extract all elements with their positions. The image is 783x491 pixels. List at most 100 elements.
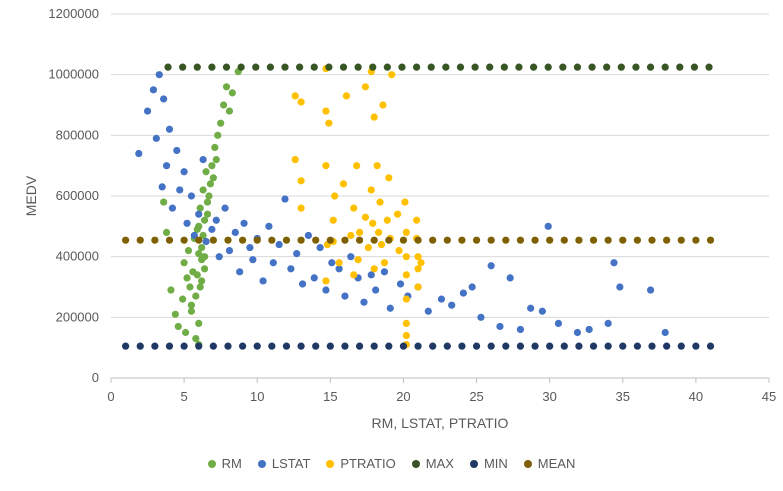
- data-point: [367, 271, 375, 279]
- legend-marker: [326, 459, 335, 468]
- data-point: [472, 236, 481, 244]
- data-point: [136, 236, 144, 244]
- data-point: [393, 210, 402, 218]
- data-point: [369, 63, 377, 71]
- legend-label: RM: [221, 456, 242, 471]
- data-point: [354, 256, 362, 264]
- data-point: [531, 342, 539, 350]
- data-point: [326, 342, 334, 350]
- data-point: [527, 304, 535, 312]
- data-point: [347, 253, 355, 261]
- data-point: [414, 253, 422, 261]
- data-point: [205, 192, 213, 200]
- data-point: [297, 177, 305, 185]
- data-point: [529, 63, 538, 71]
- data-point: [380, 268, 389, 276]
- data-point: [554, 319, 563, 327]
- data-point: [402, 228, 410, 236]
- data-point: [502, 236, 510, 244]
- data-point: [195, 342, 203, 350]
- x-tick-label: 5: [180, 389, 187, 404]
- data-point: [298, 280, 307, 288]
- data-point: [633, 342, 642, 350]
- data-point: [370, 236, 378, 244]
- data-point: [183, 274, 191, 282]
- data-point: [355, 228, 364, 236]
- data-point: [398, 63, 406, 71]
- data-point: [310, 63, 318, 71]
- data-point: [135, 149, 143, 158]
- data-point: [195, 236, 203, 244]
- data-point: [648, 236, 656, 244]
- data-point: [388, 71, 396, 79]
- data-point: [217, 119, 225, 127]
- data-point: [372, 286, 380, 294]
- data-point: [458, 236, 466, 244]
- data-point: [502, 342, 510, 350]
- data-point: [281, 195, 289, 203]
- data-point: [442, 63, 450, 71]
- data-point: [122, 236, 130, 244]
- data-point: [316, 243, 324, 252]
- data-point: [619, 342, 627, 350]
- data-point: [165, 236, 174, 244]
- data-point: [361, 83, 370, 91]
- data-point: [347, 231, 355, 240]
- data-point: [500, 63, 508, 71]
- data-point: [168, 204, 177, 212]
- data-point: [427, 63, 435, 71]
- data-point: [692, 236, 700, 244]
- data-point: [236, 268, 244, 276]
- data-point: [240, 219, 248, 227]
- data-point: [646, 286, 655, 294]
- y-tick-label: 800000: [56, 127, 99, 142]
- data-point: [199, 156, 207, 164]
- data-point: [538, 307, 546, 315]
- y-tick-label: 1200000: [48, 6, 99, 21]
- data-point: [515, 63, 523, 71]
- data-point: [196, 283, 204, 291]
- data-point: [208, 63, 216, 71]
- data-point: [326, 236, 334, 244]
- data-point: [617, 63, 625, 71]
- data-point: [183, 219, 191, 227]
- data-point: [312, 236, 320, 244]
- data-point: [225, 107, 234, 115]
- data-point: [266, 63, 274, 71]
- data-point: [402, 331, 410, 340]
- data-point: [516, 236, 525, 244]
- data-point: [448, 301, 456, 309]
- data-point: [402, 295, 410, 303]
- legend-label: MIN: [483, 456, 508, 471]
- data-point: [173, 146, 181, 155]
- data-point: [401, 198, 409, 206]
- data-point: [322, 286, 330, 294]
- x-tick-label: 15: [323, 389, 337, 404]
- data-point: [287, 265, 295, 273]
- x-tick-label: 0: [107, 389, 114, 404]
- x-tick-label: 25: [469, 389, 483, 404]
- data-point: [604, 342, 612, 350]
- data-point: [297, 236, 305, 244]
- data-point: [690, 63, 699, 71]
- legend-item-ptratio: PTRATIO: [326, 456, 396, 471]
- data-point: [310, 274, 318, 282]
- data-point: [487, 342, 495, 350]
- data-point: [180, 236, 188, 244]
- data-point: [164, 63, 172, 71]
- data-point: [603, 63, 611, 71]
- data-point: [370, 265, 378, 273]
- data-point: [192, 292, 200, 300]
- y-tick-label: 0: [92, 370, 99, 385]
- data-point: [297, 342, 305, 350]
- data-point: [377, 240, 386, 249]
- data-point: [386, 304, 394, 312]
- data-point: [429, 342, 437, 350]
- data-point: [417, 259, 425, 267]
- data-point: [471, 63, 479, 71]
- data-point: [325, 119, 333, 127]
- data-point: [335, 259, 343, 267]
- legend-marker: [207, 459, 216, 468]
- data-point: [187, 192, 196, 200]
- data-point: [179, 63, 187, 71]
